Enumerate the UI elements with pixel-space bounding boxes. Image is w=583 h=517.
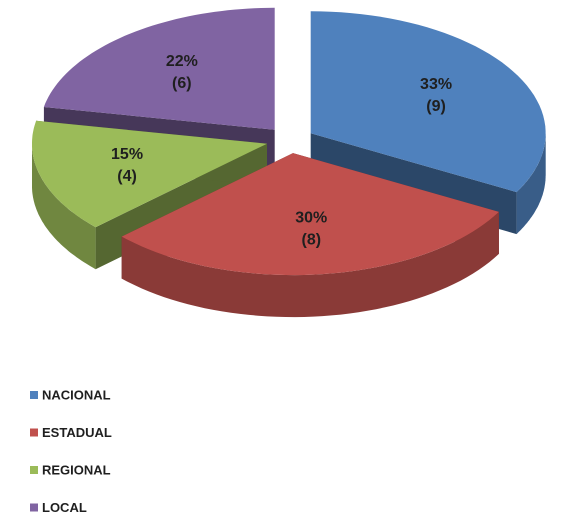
slice-top: [121, 153, 499, 276]
legend-label: LOCAL: [42, 500, 87, 515]
value-label: 15%: [111, 146, 143, 163]
slice-top: [43, 7, 275, 130]
slice-wall: [32, 143, 96, 270]
value-label: 22%: [166, 53, 198, 70]
legend-swatch: [30, 503, 38, 512]
legend-swatch: [30, 428, 38, 437]
legend-label: ESTADUAL: [42, 425, 112, 440]
count-label: (8): [301, 231, 321, 248]
value-label: 33%: [420, 76, 452, 93]
slice-top: [32, 120, 267, 228]
count-label: (4): [117, 168, 137, 185]
value-label: 30%: [295, 209, 327, 226]
legend-label: NACIONAL: [42, 387, 111, 402]
slice: [121, 153, 499, 318]
slice-top: [310, 11, 546, 193]
slice-wall: [516, 133, 546, 235]
count-label: (9): [426, 98, 446, 115]
legend-swatch: [30, 391, 38, 399]
legend-label: REGIONAL: [42, 462, 111, 477]
count-label: (6): [172, 75, 192, 92]
legend-swatch: [30, 466, 38, 474]
slice-wall: [121, 211, 499, 318]
